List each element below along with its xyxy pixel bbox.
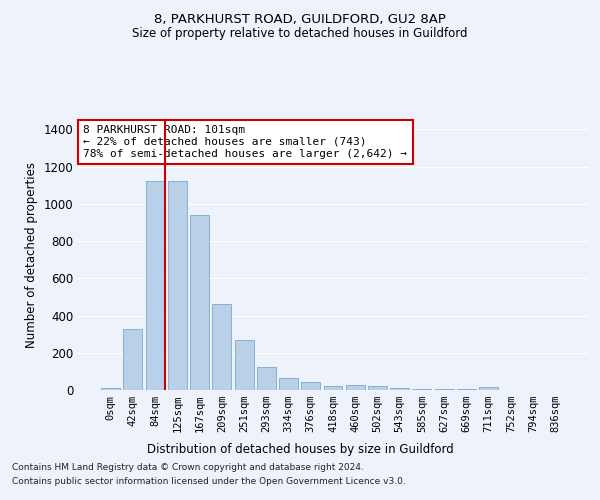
Bar [146, 182, 164, 390]
Bar [168, 182, 187, 390]
Bar [235, 340, 254, 390]
Bar [435, 389, 454, 390]
Text: 8 PARKHURST ROAD: 101sqm
← 22% of detached houses are smaller (743)
78% of semi-: 8 PARKHURST ROAD: 101sqm ← 22% of detach… [83, 126, 407, 158]
Text: Contains HM Land Registry data © Crown copyright and database right 2024.: Contains HM Land Registry data © Crown c… [12, 464, 364, 472]
Bar [190, 215, 209, 390]
Bar [124, 328, 142, 390]
Bar [101, 388, 120, 390]
Text: Distribution of detached houses by size in Guildford: Distribution of detached houses by size … [146, 442, 454, 456]
Bar [212, 304, 231, 390]
Text: Size of property relative to detached houses in Guildford: Size of property relative to detached ho… [132, 28, 468, 40]
Bar [257, 366, 276, 390]
Bar [390, 388, 409, 390]
Bar [412, 389, 431, 390]
Y-axis label: Number of detached properties: Number of detached properties [25, 162, 38, 348]
Text: Contains public sector information licensed under the Open Government Licence v3: Contains public sector information licen… [12, 477, 406, 486]
Bar [457, 389, 476, 390]
Bar [479, 387, 498, 390]
Bar [346, 386, 365, 390]
Bar [301, 382, 320, 390]
Bar [368, 386, 387, 390]
Text: 8, PARKHURST ROAD, GUILDFORD, GU2 8AP: 8, PARKHURST ROAD, GUILDFORD, GU2 8AP [154, 12, 446, 26]
Bar [323, 386, 343, 390]
Bar [279, 378, 298, 390]
